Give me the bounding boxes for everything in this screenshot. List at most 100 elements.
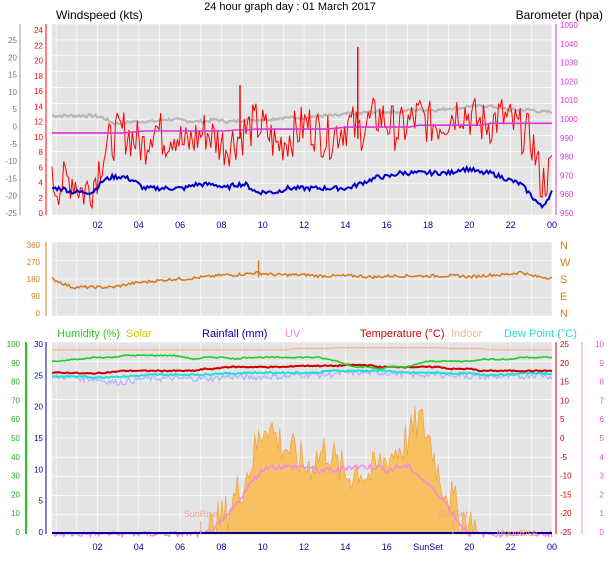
windspeed-axis-tick-label: 20 [34, 57, 43, 66]
windspeed-axis-title: Windspeed (kts) [56, 8, 143, 22]
outer-axis-labels: 25 20 15 10 5 0 -5 -10 -15 -20 -25 [5, 36, 17, 218]
temperature-axis-tick-label: -5 [560, 453, 568, 462]
humidity-axis-tick-label: 20 [11, 490, 20, 499]
legend-label: Temperature (°C) [360, 328, 444, 340]
climate-x-tick-label: 08 [216, 542, 226, 552]
windspeed-axis-tick-label: 18 [34, 72, 43, 81]
rain-axis-tick-label: 15 [34, 434, 43, 443]
direction-line [51, 270, 553, 290]
climate-x-tick-label: SunSet [413, 542, 443, 552]
direction-axis-tick-label: 270 [27, 258, 41, 267]
page-title: 24 hour graph day : 01 March 2017 [204, 1, 376, 13]
climate-x-tick-label: 14 [340, 542, 350, 552]
uv-line [51, 462, 553, 539]
temperature-axis-tick-label: -10 [560, 472, 572, 481]
legend-label: Rainfall (mm) [202, 328, 267, 340]
uv-axis-tick-label: 1 [600, 509, 605, 518]
barometer-axis-tick-label: 950 [560, 209, 574, 218]
humidity-axis-tick-label: 70 [11, 396, 20, 405]
outer-axis-tick-label: -5 [10, 140, 18, 149]
direction-grid [52, 241, 553, 317]
direction-degree-labels: 360 270 180 90 0 [27, 241, 41, 318]
climate-x-tick-label: 04 [134, 542, 144, 552]
legend-label: Indoor [451, 328, 483, 340]
climate-x-tick-label: 16 [382, 542, 392, 552]
direction-series [51, 260, 553, 290]
windspeed-line [51, 97, 553, 210]
uv-axis-tick-label: 4 [600, 453, 605, 462]
outer-axis-tick-label: -10 [5, 157, 17, 166]
humidity-axis-tick-label: 40 [11, 453, 20, 462]
windspeed-axis-tick-label: 6 [39, 163, 44, 172]
outer-axis-tick-label: -20 [5, 192, 17, 201]
humidity-line [51, 354, 553, 370]
wind-x-tick-label: 06 [175, 220, 185, 230]
sun-moon-label: SunSet [438, 509, 468, 519]
direction-axis-tick-label: 0 [36, 309, 41, 318]
legend-label: Humidity (%) [57, 328, 120, 340]
compass-label: S [560, 274, 567, 286]
wind-x-tick-label: 14 [340, 220, 350, 230]
direction-axis-tick-label: 90 [31, 292, 40, 301]
windspeed-axis-tick-label: 10 [34, 133, 43, 142]
uv-axis-tick-label: 3 [600, 472, 605, 481]
barometer-line [52, 122, 552, 134]
barometer-axis-tick-label: 980 [560, 153, 574, 162]
wind-x-tick-label: 18 [423, 220, 433, 230]
wind-x-tick-label: 08 [216, 220, 226, 230]
barometer-axis-tick-label: 1000 [560, 115, 578, 124]
compass-label: W [560, 257, 571, 269]
sun-moon-label: MoonRise [497, 528, 538, 538]
wind-x-tick-label: 16 [382, 220, 392, 230]
windspeed-axis-tick-label: 4 [39, 179, 44, 188]
compass-label: N [560, 308, 568, 320]
wind-x-tick-label: 02 [92, 220, 102, 230]
rain-axis-tick-label: 20 [34, 403, 43, 412]
uv-axis-tick-label: 5 [600, 434, 605, 443]
climate-x-tick-label: 02 [92, 542, 102, 552]
windspeed-axis-tick-label: 12 [34, 118, 43, 127]
rain-axis-tick-label: 5 [39, 497, 44, 506]
uv-axis-tick-label: 0 [600, 528, 605, 537]
barometer-axis-labels: 1050 1040 1030 1020 1010 1000 990 980 970 960 950 [560, 21, 578, 218]
barometer-axis-tick-label: 1040 [560, 40, 578, 49]
climate-legend: Humidity (%) Solar Rainfall (mm) UV Temperat… [57, 328, 577, 340]
compass-label: E [560, 291, 567, 303]
barometer-axis-tick-label: 970 [560, 171, 574, 180]
climate-x-axis-labels: 02 04 06 08 10 12 14 16 SunSet 20 22 00 [92, 542, 557, 552]
wind-x-tick-label: 04 [134, 220, 144, 230]
barometer-axis-tick-label: 1030 [560, 59, 578, 68]
climate-x-tick-label: 22 [506, 542, 516, 552]
rain-axis-tick-label: 30 [34, 340, 43, 349]
temperature-axis-tick-label: 5 [560, 415, 565, 424]
outer-axis-tick-label: 20 [8, 53, 17, 62]
windspeed-axis-tick-label: 24 [34, 26, 43, 35]
temperature-axis-tick-label: 15 [560, 378, 569, 387]
temperature-axis-tick-label: 20 [560, 359, 569, 368]
climate-x-tick-label: 06 [175, 542, 185, 552]
windspeed-axis-tick-label: 0 [39, 209, 44, 218]
temperature-axis-tick-label: -20 [560, 509, 572, 518]
climate-x-tick-label: 20 [464, 542, 474, 552]
uv-axis-tick-label: 7 [600, 396, 605, 405]
wind-series [51, 46, 553, 210]
wind-x-tick-label: 00 [547, 220, 557, 230]
temperature-axis-labels: 25 20 15 10 5 0 -5 -10 -15 -20 -25 [560, 340, 572, 537]
rain-axis-tick-label: 25 [34, 371, 43, 380]
windspeed-axis-tick-label: 8 [39, 148, 44, 157]
humidity-axis-tick-label: 10 [11, 509, 20, 518]
legend-label: Dew Point (°C) [504, 328, 577, 340]
barometer-axis-tick-label: 1010 [560, 96, 578, 105]
wind-grid [52, 23, 553, 216]
average-wind-line [51, 164, 553, 210]
direction-axis-tick-label: 180 [27, 275, 41, 284]
wind-x-tick-label: 10 [258, 220, 268, 230]
temperature-line [51, 363, 553, 375]
uv-axis-tick-label: 10 [595, 340, 604, 349]
rain-axis-tick-label: 0 [39, 528, 44, 537]
dew-point-line [52, 369, 553, 380]
sun-moon-annotations: SunRise SunSet MoonRise [184, 509, 537, 538]
humidity-axis-tick-label: 0 [16, 528, 21, 537]
